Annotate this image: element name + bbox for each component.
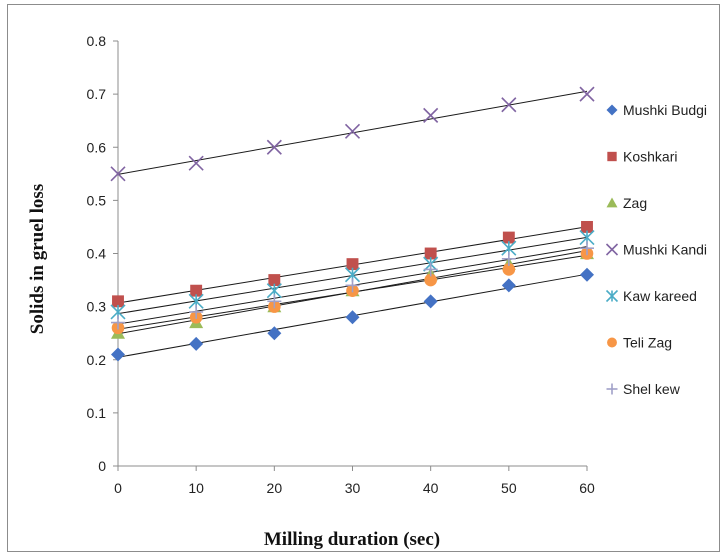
data-point xyxy=(344,123,361,139)
data-point xyxy=(346,258,359,271)
data-point xyxy=(267,326,282,341)
data-point xyxy=(267,294,282,309)
y-tick-label: 0.7 xyxy=(87,86,107,102)
data-point xyxy=(501,251,516,266)
legend-label: Koshkari xyxy=(623,149,677,165)
legend-label: Teli Zag xyxy=(623,335,672,351)
data-point xyxy=(112,295,124,308)
data-point xyxy=(189,336,204,351)
legend-marker xyxy=(607,151,617,162)
y-tick-label: 0 xyxy=(98,458,106,474)
x-tick-label: 40 xyxy=(423,480,439,496)
x-ticks: 0 10 20 30 40 50 60 xyxy=(114,466,595,496)
x-tick-label: 20 xyxy=(267,480,283,496)
data-point xyxy=(190,284,203,297)
y-tick-label: 0.4 xyxy=(87,246,107,262)
y-axis-title: Solids in gruel loss xyxy=(27,184,48,334)
y-tick-label: 0.2 xyxy=(87,352,107,368)
data-point xyxy=(189,304,204,319)
data-point xyxy=(502,263,516,276)
trendline-3 xyxy=(117,90,588,175)
data-point xyxy=(501,97,517,113)
x-tick-label: 10 xyxy=(188,480,204,496)
data-point xyxy=(423,294,438,309)
legend-marker xyxy=(607,337,617,348)
legend: Mushki Budgi Koshkari Zag Mushki Kandi Kaw k… xyxy=(605,102,707,397)
legend-marker xyxy=(606,197,618,208)
data-point xyxy=(581,220,593,233)
data-point xyxy=(266,139,282,155)
legend-label: Kaw kareed xyxy=(623,288,697,304)
y-tick-label: 0.5 xyxy=(87,192,107,208)
data-points xyxy=(110,86,595,362)
data-point xyxy=(110,166,126,182)
legend-marker xyxy=(605,289,619,303)
data-point xyxy=(424,247,437,260)
data-point xyxy=(345,278,360,293)
legend-marker xyxy=(606,383,618,395)
data-point xyxy=(579,86,595,102)
legend-label: Mushki Kandi xyxy=(623,242,707,258)
data-point xyxy=(424,273,437,287)
legend-label: Zag xyxy=(623,195,647,211)
data-point xyxy=(111,315,125,330)
legend-label: Shel kew xyxy=(623,381,681,397)
chart-frame xyxy=(7,4,720,552)
y-ticks: 0 0.1 0.2 0.3 0.4 0.5 0.6 0.7 0.8 xyxy=(87,33,118,474)
y-tick-label: 0.1 xyxy=(87,405,107,421)
data-point xyxy=(501,278,516,293)
y-tick-label: 0.8 xyxy=(87,33,107,49)
x-tick-label: 30 xyxy=(345,480,361,496)
data-point xyxy=(502,231,515,244)
x-tick-label: 0 xyxy=(114,480,122,496)
data-point xyxy=(268,274,281,287)
legend-marker xyxy=(605,243,619,256)
x-tick-label: 60 xyxy=(579,480,595,496)
data-point xyxy=(423,262,438,277)
y-tick-label: 0.6 xyxy=(87,139,107,155)
x-tick-label: 50 xyxy=(501,480,517,496)
x-axis-title: Milling duration (sec) xyxy=(264,529,440,550)
data-point xyxy=(423,107,439,123)
y-tick-label: 0.3 xyxy=(87,299,107,315)
data-point xyxy=(580,241,594,256)
data-point xyxy=(345,310,360,325)
legend-marker xyxy=(606,104,618,116)
axes xyxy=(117,41,587,467)
data-point xyxy=(188,155,204,171)
data-point xyxy=(580,267,594,282)
data-point xyxy=(111,347,125,362)
legend-label: Mushki Budgi xyxy=(623,102,707,118)
